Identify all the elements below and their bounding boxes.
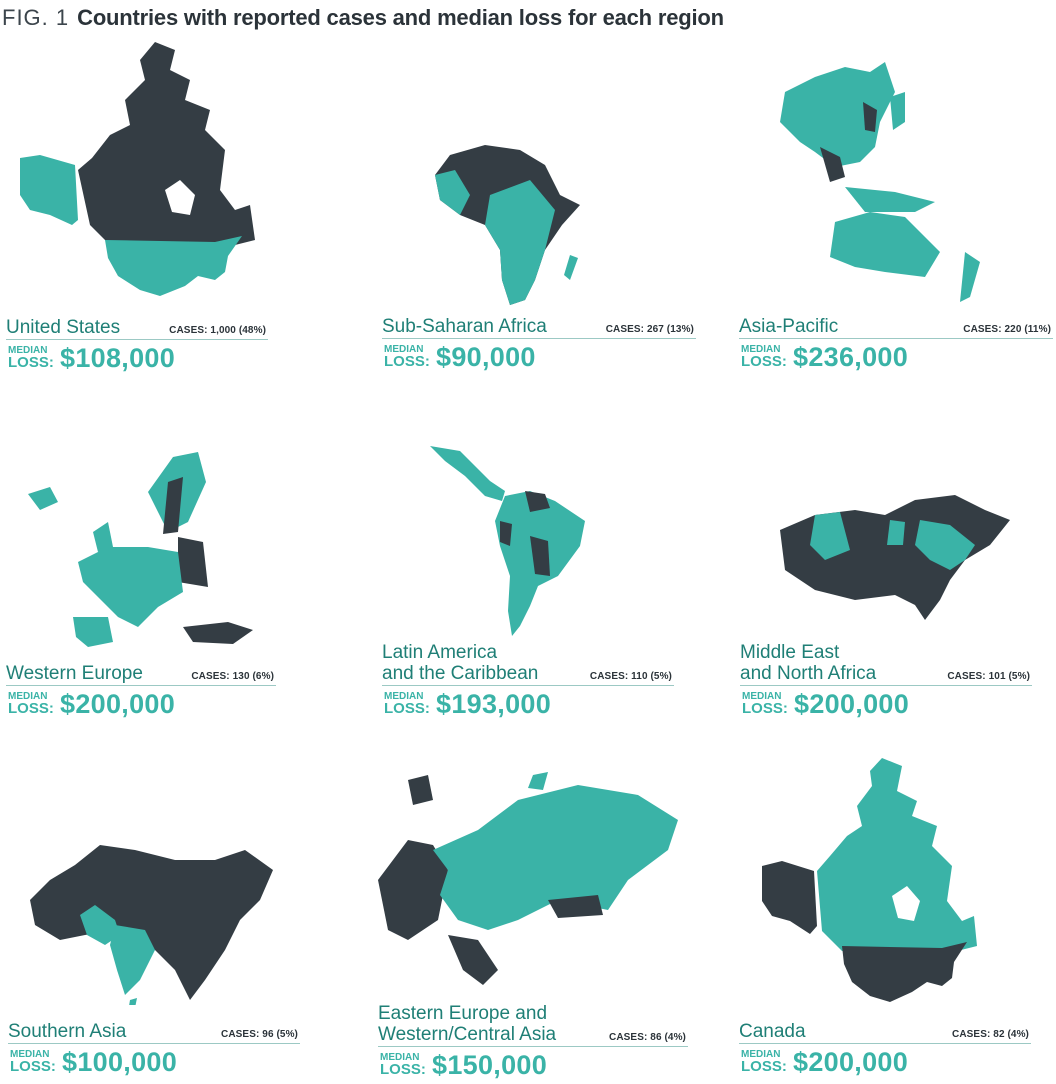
median-loss-value: $200,000 — [793, 1047, 909, 1077]
region-panel-canada: Canada CASES: 82 (4%) MEDIAN LOSS: $200,0… — [739, 1022, 1031, 1081]
region-panel-sub-saharan-africa: Sub-Saharan Africa CASES: 267 (13%) MEDI… — [382, 317, 696, 376]
median-loss-label: MEDIAN LOSS: — [10, 1049, 56, 1075]
cases-count: CASES: 220 (11%) — [963, 324, 1051, 335]
region-name-line-1: Eastern Europe and — [378, 1003, 548, 1024]
north-america-map-canada — [762, 758, 977, 1002]
asia-map — [30, 845, 273, 1005]
region-name-line-2: and North Africa — [740, 663, 877, 684]
median-loss-label: MEDIAN LOSS: — [384, 344, 430, 370]
region-panel-eastern-europe-central-asia: Eastern Europe and Western/Central Asia … — [378, 1004, 688, 1084]
median-loss-label: MEDIAN LOSS: — [384, 691, 430, 717]
region-panel-southern-asia: Southern Asia CASES: 96 (5%) MEDIAN LOSS:… — [8, 1022, 300, 1081]
median-loss-label: MEDIAN LOSS: — [8, 691, 54, 717]
median-loss-value: $193,000 — [436, 689, 552, 719]
median-loss-value: $150,000 — [432, 1050, 548, 1080]
region-name-line-2: and the Caribbean — [382, 663, 539, 684]
region-name: Asia-Pacific — [739, 316, 839, 337]
median-loss-value: $200,000 — [60, 689, 176, 719]
figure-label: FIG. 1 — [2, 5, 70, 30]
cases-count: CASES: 110 (5%) — [589, 671, 672, 682]
africa-map — [435, 145, 580, 305]
median-loss-label: MEDIAN LOSS: — [8, 345, 54, 371]
region-panel-asia-pacific: Asia-Pacific CASES: 220 (11%) MEDIAN LOSS… — [739, 317, 1053, 376]
region-name: Southern Asia — [8, 1021, 127, 1042]
median-loss-label: MEDIAN LOSS: — [380, 1052, 426, 1078]
cases-count: CASES: 86 (4%) — [609, 1032, 686, 1043]
asia-pacific-map — [780, 62, 980, 302]
median-loss-value: $236,000 — [793, 342, 909, 372]
mena-map — [780, 495, 1010, 620]
median-loss-value: $90,000 — [436, 342, 536, 372]
figure-title: FIG. 1 Countries with reported cases and … — [2, 4, 724, 32]
cases-count: CASES: 1,000 (48%) — [169, 325, 266, 336]
figure-heading: Countries with reported cases and median… — [77, 5, 724, 30]
eurasia-map — [378, 772, 678, 985]
median-loss-value: $200,000 — [794, 689, 910, 719]
median-loss-value: $100,000 — [62, 1047, 178, 1077]
median-loss-label: MEDIAN LOSS: — [742, 691, 788, 717]
region-panel-western-europe: Western Europe CASES: 130 (6%) MEDIAN LOS… — [6, 664, 276, 723]
cases-count: CASES: 267 (13%) — [605, 324, 694, 335]
north-america-map — [20, 42, 255, 296]
region-name: Canada — [739, 1021, 806, 1042]
median-loss-label: MEDIAN LOSS: — [741, 1049, 787, 1075]
region-name-line-1: Middle East — [740, 642, 840, 663]
cases-count: CASES: 130 (6%) — [191, 671, 274, 682]
region-panel-united-states: United States CASES: 1,000 (48%) MEDIAN L… — [6, 318, 268, 377]
cases-count: CASES: 96 (5%) — [221, 1029, 298, 1040]
cases-count: CASES: 101 (5%) — [947, 671, 1030, 682]
region-name: Sub-Saharan Africa — [382, 316, 547, 337]
region-name-line-1: Latin America — [382, 642, 498, 663]
region-name: United States — [6, 317, 121, 338]
latin-america-map — [430, 446, 585, 636]
europe-map — [28, 452, 253, 647]
region-name-line-2: Western/Central Asia — [378, 1024, 557, 1045]
median-loss-label: MEDIAN LOSS: — [741, 344, 787, 370]
region-panel-latin-america: Latin America and the Caribbean CASES: 1… — [382, 643, 674, 723]
region-name: Western Europe — [6, 663, 143, 684]
cases-count: CASES: 82 (4%) — [952, 1029, 1029, 1040]
median-loss-value: $108,000 — [60, 343, 176, 373]
region-panel-middle-east-north-africa: Middle East and North Africa CASES: 101 … — [740, 643, 1032, 723]
